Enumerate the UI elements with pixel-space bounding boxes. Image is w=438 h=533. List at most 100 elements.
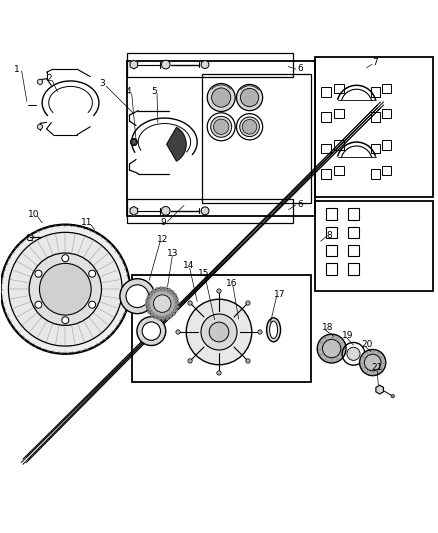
Bar bbox=[326, 245, 337, 256]
Polygon shape bbox=[158, 316, 160, 320]
Circle shape bbox=[322, 340, 341, 358]
Circle shape bbox=[62, 255, 69, 262]
Circle shape bbox=[161, 60, 170, 69]
Bar bbox=[132, 275, 311, 382]
Circle shape bbox=[37, 79, 42, 84]
Circle shape bbox=[212, 88, 231, 107]
Polygon shape bbox=[149, 292, 153, 295]
Polygon shape bbox=[146, 300, 150, 302]
Polygon shape bbox=[151, 313, 154, 317]
Circle shape bbox=[391, 394, 395, 398]
Bar bbox=[371, 169, 380, 179]
Bar bbox=[382, 140, 392, 150]
Circle shape bbox=[246, 301, 250, 305]
Circle shape bbox=[35, 301, 42, 308]
Polygon shape bbox=[164, 287, 166, 291]
Bar bbox=[326, 263, 337, 275]
Bar bbox=[348, 208, 359, 220]
Bar bbox=[326, 227, 337, 238]
Circle shape bbox=[201, 314, 237, 350]
Circle shape bbox=[39, 263, 91, 315]
Bar bbox=[371, 144, 380, 154]
Circle shape bbox=[317, 334, 346, 363]
Polygon shape bbox=[173, 309, 177, 312]
Bar bbox=[382, 109, 392, 118]
Polygon shape bbox=[167, 288, 170, 292]
Polygon shape bbox=[169, 314, 172, 318]
Polygon shape bbox=[175, 305, 179, 308]
Polygon shape bbox=[170, 290, 174, 294]
Text: 13: 13 bbox=[167, 249, 179, 258]
Circle shape bbox=[88, 301, 95, 308]
Polygon shape bbox=[174, 297, 178, 300]
Polygon shape bbox=[166, 316, 169, 320]
Polygon shape bbox=[376, 385, 383, 394]
Text: 1: 1 bbox=[14, 64, 20, 74]
Bar bbox=[127, 61, 315, 216]
Bar bbox=[382, 84, 392, 93]
Bar bbox=[127, 199, 293, 223]
Ellipse shape bbox=[270, 321, 278, 338]
Circle shape bbox=[201, 207, 209, 215]
Text: 12: 12 bbox=[156, 235, 168, 244]
Circle shape bbox=[246, 359, 250, 363]
Polygon shape bbox=[148, 310, 152, 313]
Bar bbox=[321, 87, 331, 96]
Circle shape bbox=[258, 330, 262, 334]
Circle shape bbox=[8, 232, 122, 346]
Circle shape bbox=[186, 299, 252, 365]
Circle shape bbox=[360, 350, 386, 376]
Text: 7: 7 bbox=[372, 58, 378, 67]
Polygon shape bbox=[146, 304, 149, 305]
Circle shape bbox=[217, 289, 221, 293]
Circle shape bbox=[217, 371, 221, 375]
Bar bbox=[334, 140, 344, 150]
Circle shape bbox=[213, 119, 229, 134]
Circle shape bbox=[176, 330, 180, 334]
Circle shape bbox=[153, 295, 171, 312]
Bar bbox=[315, 201, 433, 290]
Bar bbox=[127, 53, 293, 77]
Polygon shape bbox=[160, 287, 162, 290]
Text: 10: 10 bbox=[28, 209, 39, 219]
Circle shape bbox=[126, 285, 149, 308]
Circle shape bbox=[120, 279, 155, 313]
Text: 4: 4 bbox=[126, 87, 131, 96]
Polygon shape bbox=[175, 302, 179, 304]
Circle shape bbox=[29, 253, 102, 325]
Text: 18: 18 bbox=[321, 323, 333, 332]
Polygon shape bbox=[152, 289, 155, 293]
Circle shape bbox=[37, 124, 42, 130]
Circle shape bbox=[188, 359, 192, 363]
Bar bbox=[382, 166, 392, 175]
Circle shape bbox=[161, 206, 170, 215]
Polygon shape bbox=[172, 312, 175, 316]
Circle shape bbox=[137, 317, 166, 345]
Polygon shape bbox=[146, 307, 150, 310]
Circle shape bbox=[240, 88, 259, 107]
Text: 6: 6 bbox=[297, 64, 303, 73]
Circle shape bbox=[211, 116, 232, 138]
Circle shape bbox=[201, 61, 209, 69]
Bar bbox=[371, 87, 380, 96]
Bar bbox=[334, 109, 344, 118]
Circle shape bbox=[237, 84, 263, 111]
Circle shape bbox=[1, 224, 130, 354]
Circle shape bbox=[35, 270, 42, 277]
Text: 20: 20 bbox=[361, 340, 372, 349]
Polygon shape bbox=[156, 288, 159, 292]
Circle shape bbox=[62, 317, 69, 324]
Bar bbox=[321, 144, 331, 154]
Bar bbox=[326, 208, 337, 220]
Circle shape bbox=[207, 84, 235, 111]
Ellipse shape bbox=[267, 318, 281, 342]
Bar bbox=[334, 84, 344, 93]
Circle shape bbox=[240, 117, 259, 136]
Bar bbox=[201, 75, 311, 203]
Text: 11: 11 bbox=[81, 219, 92, 228]
Text: 21: 21 bbox=[371, 364, 383, 372]
Bar bbox=[371, 112, 380, 122]
Bar bbox=[348, 227, 359, 238]
Circle shape bbox=[131, 139, 138, 146]
Circle shape bbox=[142, 322, 160, 340]
